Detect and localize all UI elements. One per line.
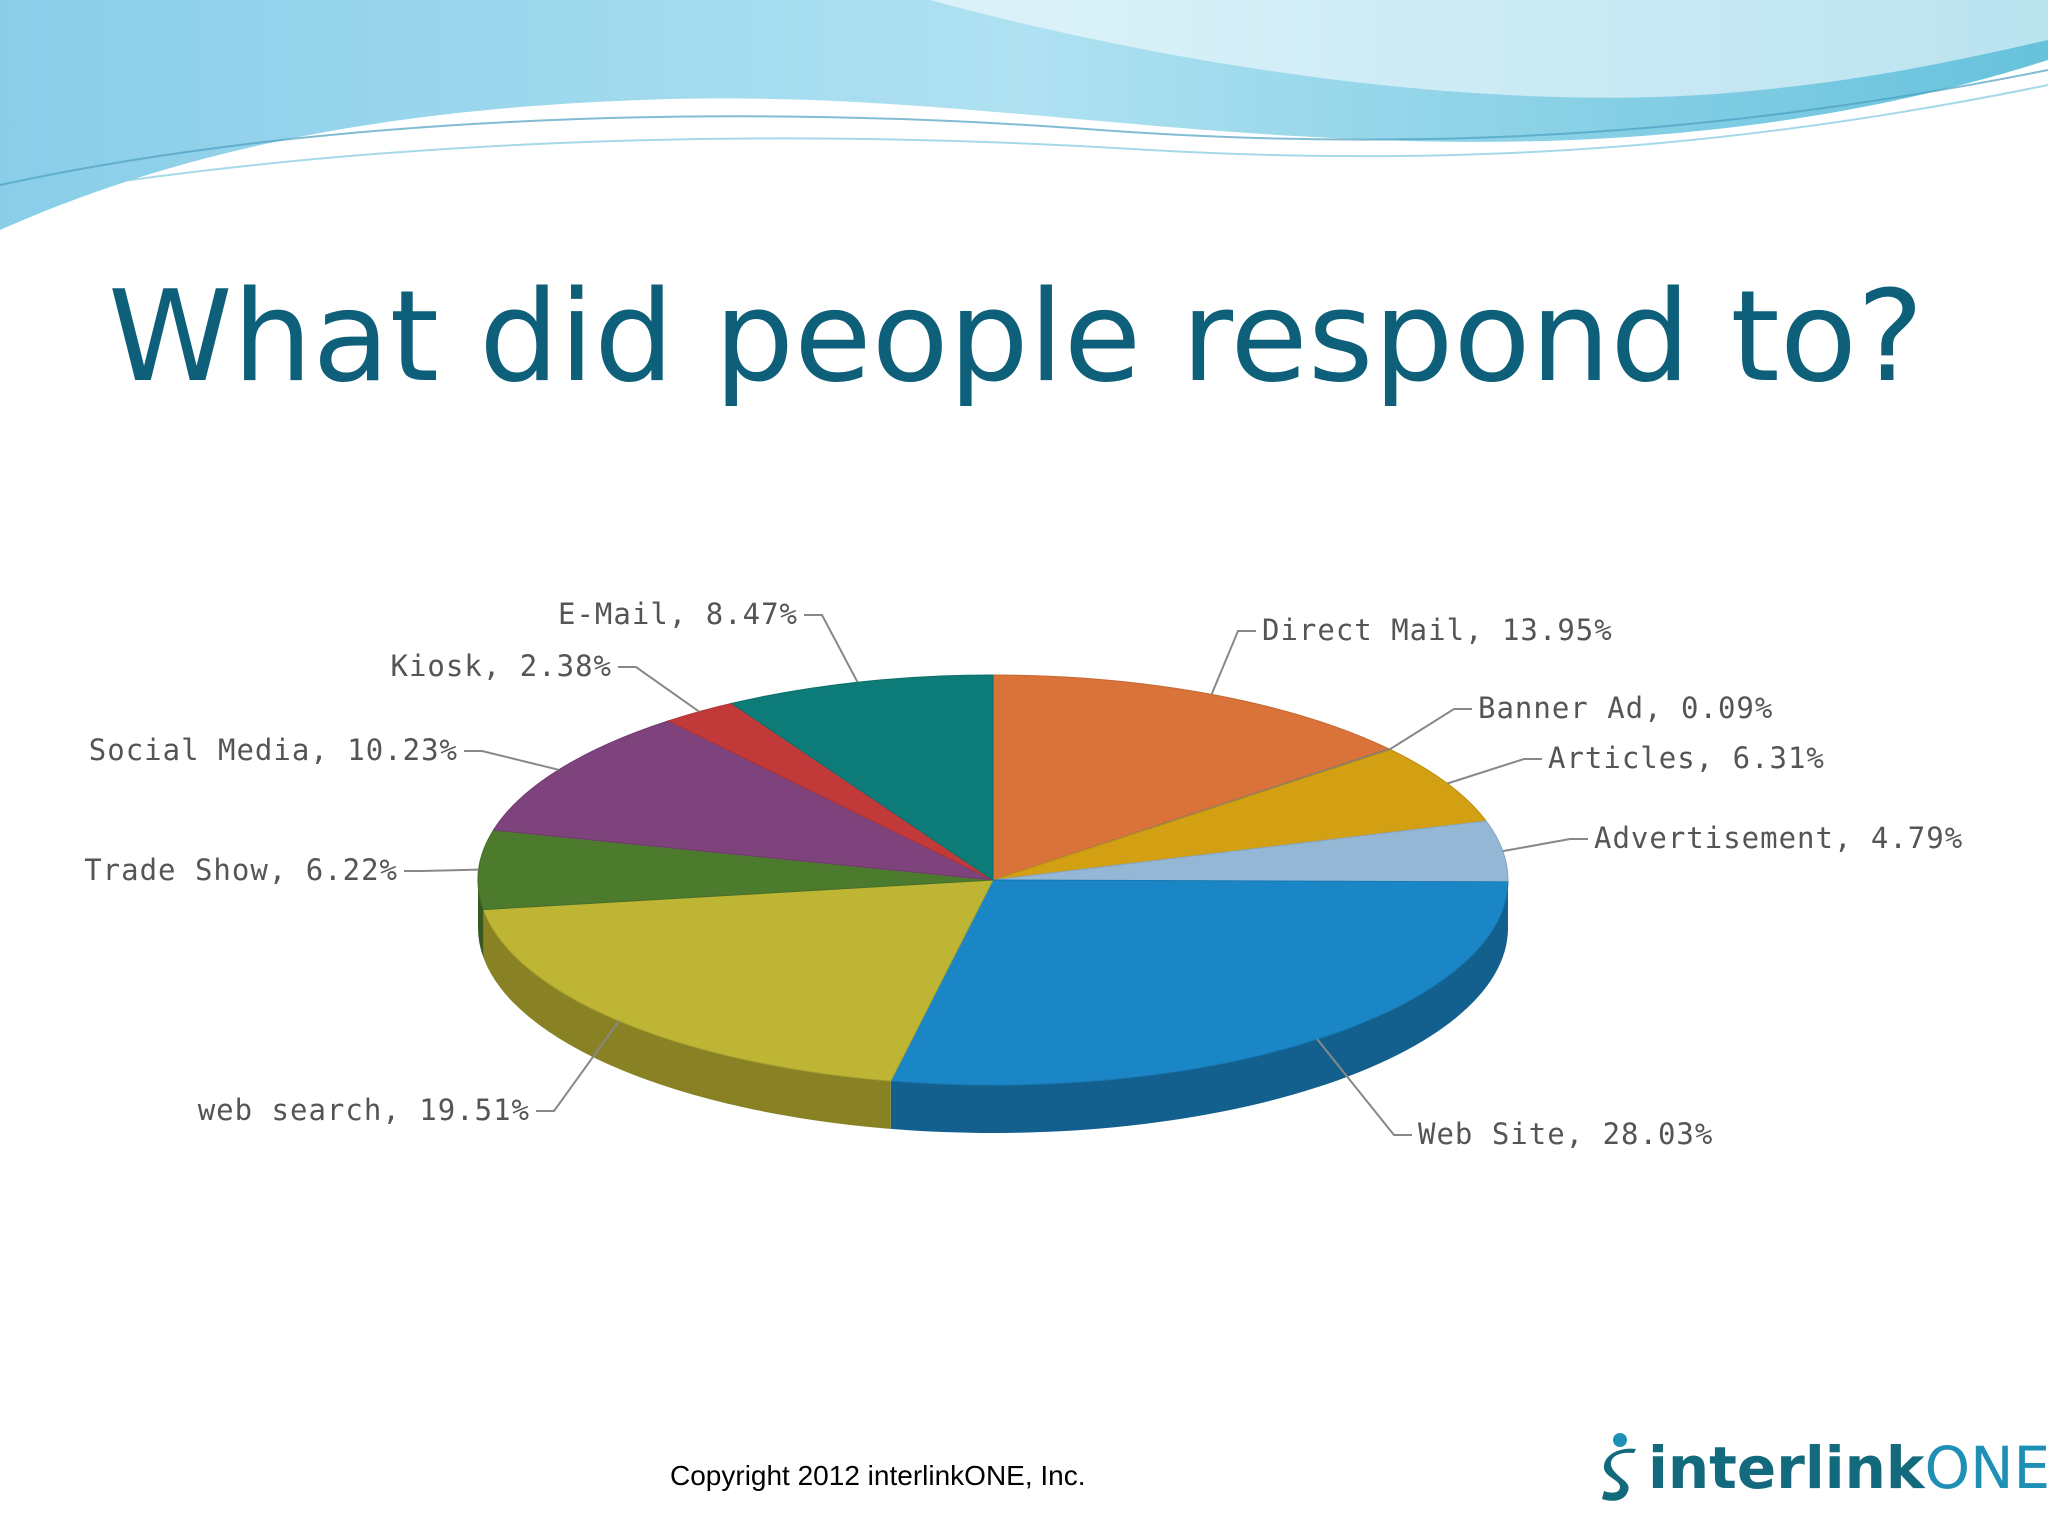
pie-label-8: Kiosk, 2.38% bbox=[390, 649, 612, 683]
pie-label-2: Articles, 6.31% bbox=[1548, 741, 1825, 775]
pie-label-1: Banner Ad, 0.09% bbox=[1478, 691, 1773, 725]
pie-label-0: Direct Mail, 13.95% bbox=[1262, 613, 1613, 647]
copyright-text: Copyright 2012 interlinkONE, Inc. bbox=[670, 1460, 1086, 1491]
wave-highlight bbox=[930, 0, 2048, 98]
pie-slice-4 bbox=[889, 879, 1509, 1086]
pie-chart: Direct Mail, 13.95% Banner Ad, 0.09% Artic… bbox=[84, 597, 1963, 1151]
pie-leader-4 bbox=[1316, 1038, 1412, 1136]
logo-one: ONE bbox=[1924, 1434, 2048, 1502]
pie-leader-lines bbox=[404, 614, 1588, 1136]
pie-side-5 bbox=[483, 909, 891, 1129]
pie-leader-9 bbox=[804, 614, 859, 683]
pie-slice-7 bbox=[492, 720, 994, 881]
pie-label-5: web search, 19.51% bbox=[198, 1093, 530, 1127]
logo-mark-icon bbox=[1602, 1433, 1636, 1501]
pie-side-6 bbox=[478, 880, 484, 958]
pie-label-3: Advertisement, 4.79% bbox=[1594, 821, 1963, 855]
pie-slice-5 bbox=[482, 879, 994, 1082]
pie-labels: Direct Mail, 13.95% Banner Ad, 0.09% Artic… bbox=[84, 597, 1963, 1151]
pie-slice-2 bbox=[992, 749, 1488, 881]
pie-label-9: E-Mail, 8.47% bbox=[558, 597, 798, 631]
pie-leader-5 bbox=[536, 1020, 620, 1112]
pie-sides bbox=[478, 880, 1508, 1133]
pie-leader-0 bbox=[1210, 630, 1256, 695]
slide-title: What did people respond to? bbox=[108, 263, 1924, 410]
wave-line-2 bbox=[0, 84, 2048, 201]
pie-slice-9 bbox=[730, 674, 994, 881]
pie-leader-2 bbox=[1447, 758, 1542, 785]
pie-leader-6 bbox=[404, 868, 479, 872]
pie-leader-1 bbox=[1389, 708, 1472, 751]
header-wave-decoration bbox=[0, 0, 2048, 230]
pie-slice-6 bbox=[477, 829, 994, 911]
pie-side-4 bbox=[890, 881, 1508, 1133]
pie-label-7: Social Media, 10.23% bbox=[89, 733, 458, 767]
pie-slice-3 bbox=[992, 820, 1509, 883]
pie-leader-8 bbox=[618, 666, 700, 713]
wave-line bbox=[0, 69, 2048, 186]
pie-label-6: Trade Show, 6.22% bbox=[84, 853, 398, 887]
pie-leader-7 bbox=[464, 750, 559, 771]
pie-label-4: Web Site, 28.03% bbox=[1418, 1117, 1713, 1151]
pie-top bbox=[477, 674, 1509, 1086]
company-logo: interlink ONE TM bbox=[1600, 1428, 2048, 1508]
logo-word: interlink bbox=[1648, 1434, 1925, 1502]
pie-leader-3 bbox=[1502, 838, 1588, 853]
